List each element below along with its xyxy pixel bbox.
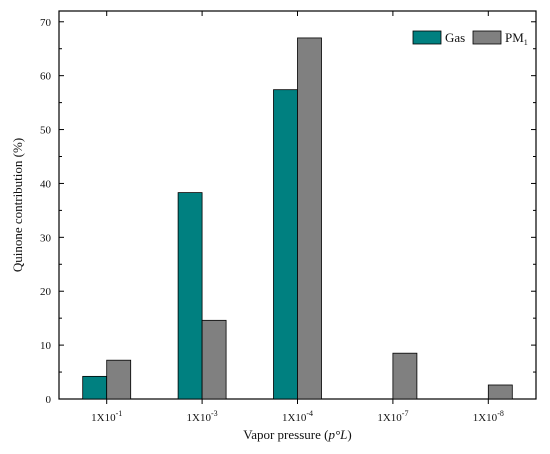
bar-pm1-1 xyxy=(201,319,227,400)
bar-pm1-4 xyxy=(487,384,513,400)
x-tick-label-1: 1X10-3 xyxy=(187,409,218,424)
x-axis-title: Vapor pressure (p°L) xyxy=(243,427,351,442)
bar-pm1-2 xyxy=(297,37,322,400)
y-axis-title: Quinone contribution (%) xyxy=(10,138,25,272)
y-tick-label-70: 70 xyxy=(40,17,52,29)
y-tick-label-50: 50 xyxy=(40,125,52,137)
legend-label-gas: Gas xyxy=(445,30,465,45)
y-tick-label-60: 60 xyxy=(40,71,52,83)
bar-gas-0 xyxy=(82,375,108,400)
x-tick-label-2: 1X10-4 xyxy=(282,409,313,424)
y-tick-label-0: 0 xyxy=(46,394,52,406)
bar-gas-1 xyxy=(177,192,203,400)
bar-pm1-3 xyxy=(392,352,418,400)
legend-label-pm: PM1 xyxy=(505,30,528,47)
y-tick-label-40: 40 xyxy=(40,178,52,190)
y-tick-label-10: 10 xyxy=(40,340,52,352)
bar-gas-2 xyxy=(273,89,298,400)
x-tick-label-4: 1X10-8 xyxy=(473,409,504,424)
legend-swatch-pm xyxy=(472,30,502,45)
legend-swatch-gas xyxy=(412,30,442,45)
y-tick-label-20: 20 xyxy=(40,286,52,298)
x-tick-label-3: 1X10-7 xyxy=(377,409,408,424)
y-tick-label-30: 30 xyxy=(40,232,52,244)
x-tick-label-0: 1X10-1 xyxy=(91,409,122,424)
bar-pm1-0 xyxy=(106,359,132,400)
